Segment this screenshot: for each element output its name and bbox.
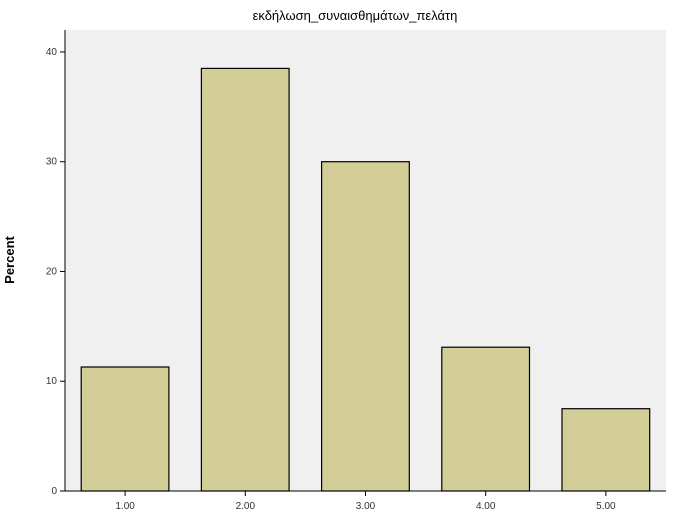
y-tick-label: 0 <box>51 486 57 497</box>
x-ticks: 1.00 2.00 3.00 4.00 5.00 <box>115 491 616 512</box>
x-tick-label: 2.00 <box>236 501 256 512</box>
y-tick-label: 10 <box>46 376 58 387</box>
bar-2.00 <box>200 67 290 492</box>
chart-title: εκδήλωση_συναισθημάτων_πελάτη <box>253 8 458 23</box>
x-tick-label: 3.00 <box>356 501 376 512</box>
bars-layer <box>80 67 651 492</box>
y-axis-label: Percent <box>2 235 17 283</box>
bar-4.00 <box>441 346 531 492</box>
x-tick-label: 4.00 <box>476 501 496 512</box>
bar-5.00 <box>561 408 651 492</box>
bar-3.00 <box>321 161 410 492</box>
x-tick-label: 5.00 <box>596 501 616 512</box>
bar-1.00 <box>80 366 170 492</box>
y-tick-label: 40 <box>46 47 58 58</box>
y-ticks: 0 10 20 30 40 <box>46 47 65 497</box>
y-tick-label: 20 <box>46 266 58 277</box>
y-tick-label: 30 <box>46 157 58 168</box>
x-tick-label: 1.00 <box>115 501 135 512</box>
